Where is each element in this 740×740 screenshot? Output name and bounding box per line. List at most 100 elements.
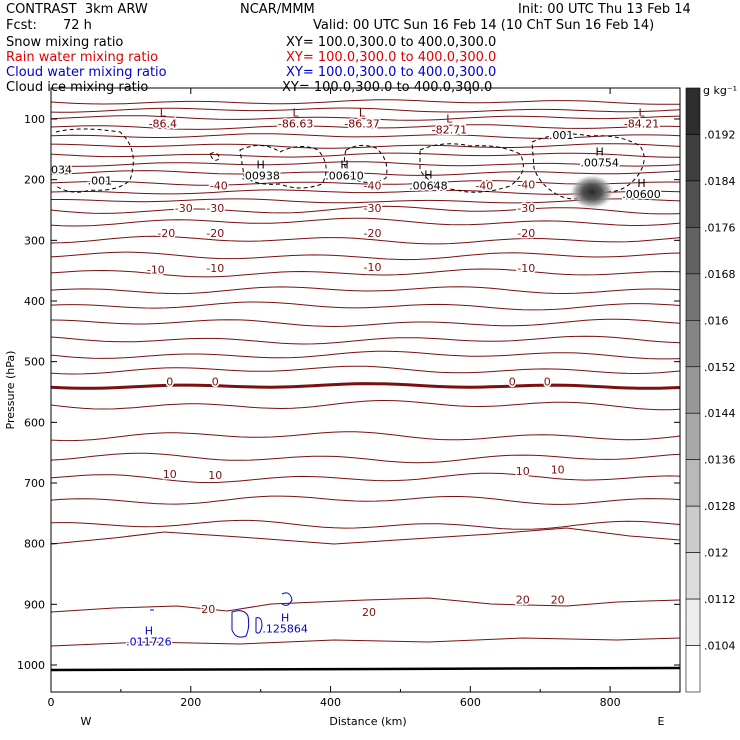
isotherm-label: -40: [517, 179, 535, 192]
isotherm-line: [50, 152, 680, 158]
x-tick-label: 800: [600, 696, 621, 709]
y-tick-label: 800: [24, 538, 45, 551]
isotherm-label: -30: [364, 202, 382, 215]
field-xy-cloud-water: XY= 100.0,300.0 to 400.0,300.0: [286, 65, 497, 80]
field-xy-snow: XY= 100.0,300.0 to 400.0,300.0: [286, 35, 497, 50]
chart-title: CONTRAST 3km ARW: [6, 2, 148, 17]
isotherm-line: [50, 217, 681, 227]
y-tick-label: 500: [24, 356, 45, 369]
isotherm-label: -20: [517, 227, 535, 240]
isotherm-label: -20: [157, 227, 175, 240]
isotherm-label: 0: [544, 376, 551, 389]
forecast-label: Fcst:: [6, 18, 37, 33]
extremum-marker: H: [595, 145, 603, 158]
isotherm-line: [50, 527, 681, 545]
colorbar-segment: [685, 552, 701, 600]
colorbar-label: .0136: [704, 454, 736, 467]
isotherm-label: -40: [210, 180, 228, 193]
y-tick-label: 900: [24, 598, 45, 611]
cloud-ice-contour: [531, 133, 645, 200]
extremum-value: .00600: [622, 188, 661, 201]
snow-shaded-region: [570, 175, 614, 209]
x-tick-label: 600: [460, 696, 481, 709]
extremum-value: .00648: [409, 179, 448, 192]
colorbar-segment: [685, 598, 701, 646]
init-time: Init: 00 UTC Thu 13 Feb 14: [518, 2, 691, 17]
isotherm-label: 10: [551, 464, 565, 477]
isotherm-label: -20: [364, 227, 382, 240]
field-name-rain: Rain water mixing ratio: [6, 50, 159, 65]
isotherm-line: [50, 495, 681, 505]
colorbar: .0104 .0112 .012 .0128 .0136 .0144 .0152 .016 .0…: [685, 84, 737, 693]
isotherm-label: 10: [208, 469, 222, 482]
isotherm-label: -10: [364, 261, 382, 274]
x-tick-label: 0: [48, 696, 55, 709]
isotherm-label: 20: [201, 603, 215, 616]
extremum-marker: H: [340, 159, 348, 172]
colorbar-segment: [685, 180, 701, 228]
isotherm-line: [50, 452, 681, 464]
colorbar-segment: [685, 227, 701, 275]
isotherm-line: [50, 170, 681, 176]
extremum-value: -86.4: [149, 118, 177, 131]
isotherm-line: [50, 597, 681, 613]
isotherm-line: [50, 133, 681, 139]
field-name-cloud-water: Cloud water mixing ratio: [6, 65, 167, 80]
isotherm-line: [50, 205, 681, 215]
extremum-value: -84.21: [624, 118, 659, 131]
cloud-ice-contour: [419, 143, 524, 193]
colorbar-segment: [685, 320, 701, 368]
cloud-water-contour: [231, 610, 250, 638]
extremum-marker: L: [293, 107, 300, 120]
colorbar-label: .012: [704, 547, 729, 560]
isotherm-label: 0: [212, 376, 219, 389]
colorbar-segment: [685, 366, 701, 414]
isotherm-line: [50, 637, 681, 647]
extremum-marker: H: [637, 177, 645, 190]
y-tick-label: 200: [24, 174, 45, 187]
colorbar-segment: [685, 459, 701, 507]
colorbar-segment: [685, 134, 701, 182]
x-right-end-label: E: [658, 715, 665, 728]
colorbar-label: .0168: [704, 268, 736, 281]
y-axis-title: Pressure (hPa): [4, 351, 17, 430]
cloud-ice-contour: [209, 152, 221, 161]
colorbar-label: .016: [704, 314, 729, 327]
cloud-ice-label: .001: [88, 175, 113, 188]
plot-frame: [50, 87, 681, 693]
extremum-value: .00610: [325, 170, 364, 183]
isotherm-label: -10: [206, 262, 224, 275]
forecast-hours: 72 h: [63, 18, 92, 33]
isotherm-label: 10: [163, 468, 177, 481]
extremum-value: -82.71: [432, 124, 467, 137]
isotherm-line: [50, 519, 681, 530]
extremum-marker: H: [424, 168, 432, 181]
isotherm-label: 10: [516, 465, 530, 478]
surface-line: [50, 666, 681, 672]
isotherm-line: [50, 161, 681, 167]
isotherm-line: [50, 431, 681, 442]
y-tick-label: 700: [24, 477, 45, 490]
isotherm-line: [50, 107, 681, 113]
extremum-value: .00754: [580, 156, 619, 169]
extremum-marker: H: [281, 611, 289, 624]
isotherm-label: 20: [516, 593, 530, 606]
colorbar-label: .0104: [704, 640, 736, 653]
colorbar-label: .0128: [704, 500, 736, 513]
isotherm-label: -40: [364, 180, 382, 193]
isotherm-line: [50, 365, 681, 375]
isotherm-line: [50, 235, 681, 245]
isotherm-label: 20: [362, 606, 376, 619]
isotherm-label: 0: [166, 376, 173, 389]
colorbar-label: .0176: [704, 221, 736, 234]
extremum-value: .125864: [262, 622, 308, 635]
isotherm-line: [50, 335, 681, 345]
extremum-value: .011726: [126, 636, 172, 649]
cloud-ice-contour: [55, 128, 134, 193]
x-tick-label: 400: [320, 696, 341, 709]
extremum-value: .00938: [241, 170, 280, 183]
cloud-ice-label: .001: [549, 129, 574, 142]
isotherm-label: -10: [517, 262, 535, 275]
extremum-marker: H: [257, 159, 265, 172]
